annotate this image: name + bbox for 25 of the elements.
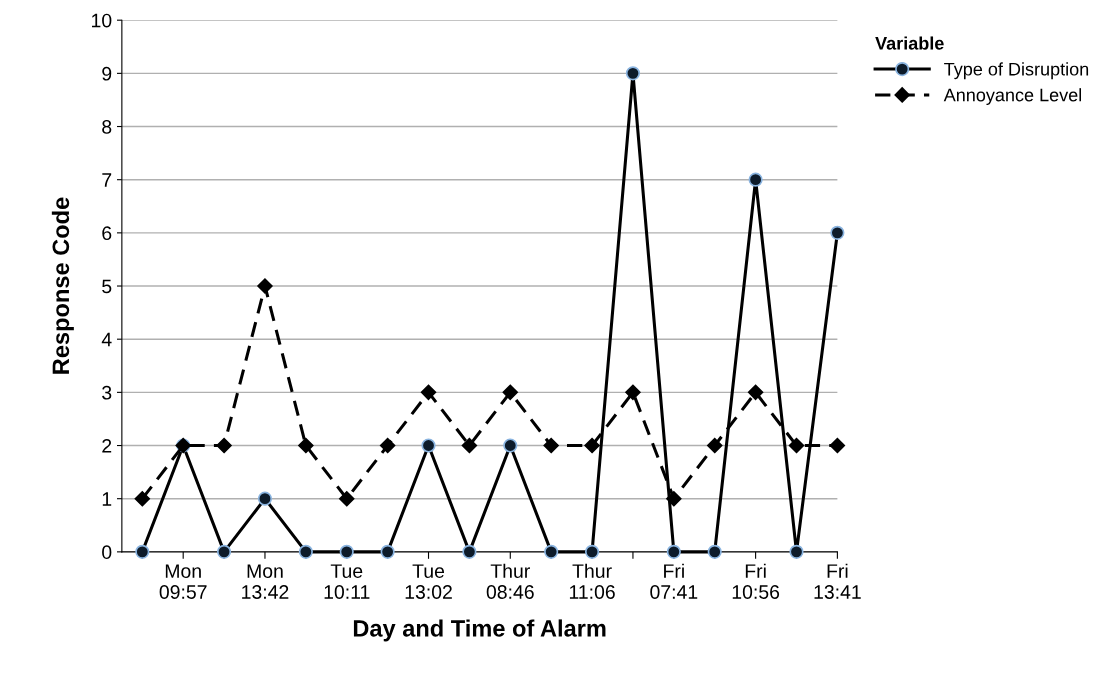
y-tick-label: 5	[102, 279, 112, 294]
y-tick-label: 10	[92, 13, 112, 28]
x-tick-label: Tue 10:11	[324, 564, 370, 599]
y-tick-label: 7	[102, 173, 112, 187]
y-tick-label: 2	[102, 438, 112, 453]
x-tick-label: Fri 10:56	[732, 563, 780, 599]
y-axis-title: Response Code	[51, 197, 74, 374]
y-tick-label: 0	[102, 545, 112, 560]
legend-title: Variable	[875, 36, 944, 50]
y-tick-label: 3	[102, 385, 112, 400]
y-tick-label: 1	[102, 492, 112, 506]
y-tick-label: 8	[102, 119, 112, 134]
legend-label: Type of Disruption	[944, 62, 1089, 80]
y-tick-label: 4	[101, 332, 112, 347]
x-tick-label: Thur 08:46	[486, 563, 534, 599]
y-tick-label: 6	[102, 226, 112, 241]
x-axis-title: Day and Time of Alarm	[353, 619, 606, 642]
x-tick-label: Thur 11:06	[569, 563, 615, 599]
x-tick-label: Mon 09:57	[159, 564, 207, 599]
x-tick-label: Tue 13:02	[405, 564, 452, 599]
x-tick-label: Fri 13:41	[814, 563, 861, 599]
y-tick-label: 9	[102, 66, 112, 81]
x-tick-label: Fri 07:41	[650, 563, 698, 599]
legend-label: Annoyance Level	[943, 88, 1082, 105]
x-tick-label: Mon 13:42	[242, 564, 289, 599]
